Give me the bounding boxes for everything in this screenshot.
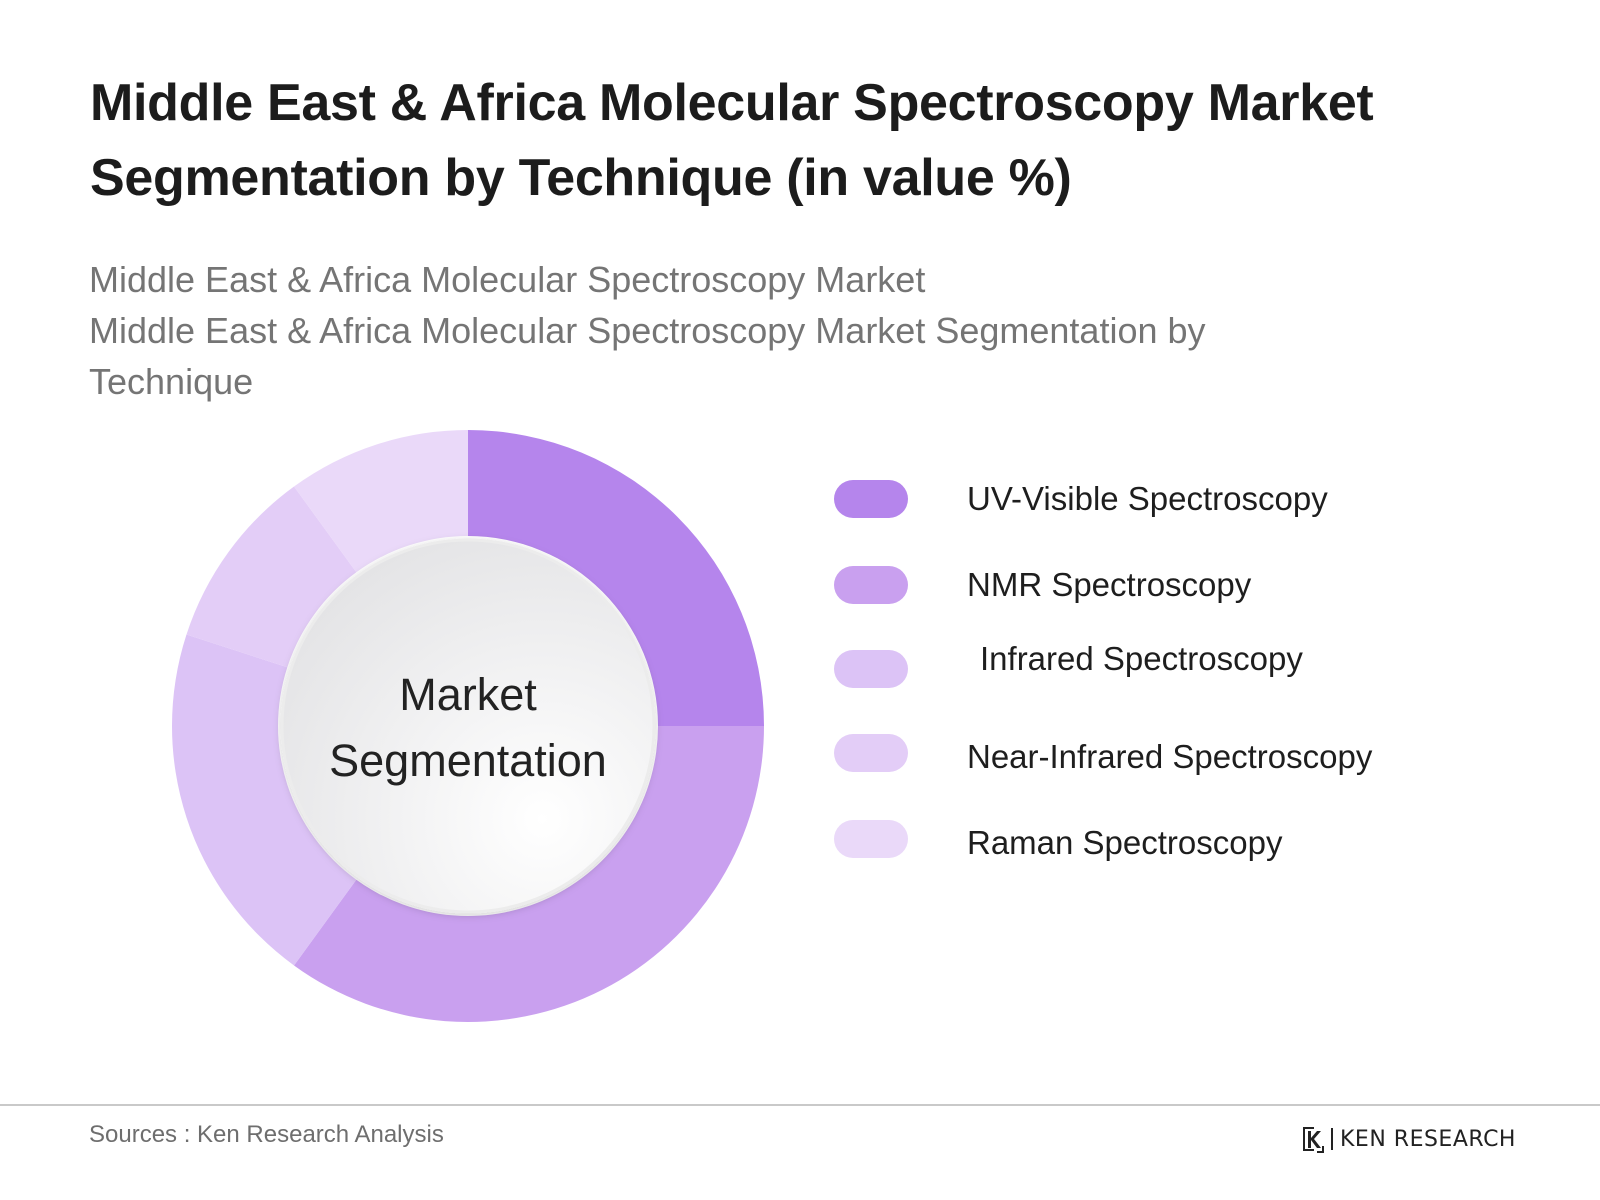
source-note: Sources : Ken Research Analysis (89, 1121, 444, 1148)
legend-item: Near-Infrared Spectroscopy (834, 734, 1534, 776)
legend-label: Infrared Spectroscopy (980, 640, 1303, 677)
donut-chart (172, 430, 764, 1022)
legend-swatch (834, 734, 908, 772)
legend-label: UV-Visible Spectroscopy (967, 480, 1328, 517)
brand-name: KEN RESEARCH (1340, 1126, 1516, 1152)
donut-slice (186, 486, 357, 668)
legend-label: NMR Spectroscopy (967, 566, 1252, 603)
donut-slice (468, 430, 764, 726)
legend-item: NMR Spectroscopy (834, 564, 1534, 604)
donut-slice (294, 430, 468, 573)
donut-center-label: Market Segmentation (298, 662, 638, 794)
subtitle-line: Middle East & Africa Molecular Spectrosc… (89, 259, 926, 300)
footer-divider (0, 1104, 1600, 1106)
brand-separator (1331, 1128, 1333, 1150)
legend-swatch (834, 820, 908, 858)
legend-item: UV-Visible Spectroscopy (834, 478, 1534, 518)
subtitle-line: Technique (89, 361, 254, 402)
legend-swatch (834, 480, 908, 518)
legend-swatch (834, 566, 908, 604)
brand-logo: KEN RESEARCH (1300, 1123, 1516, 1155)
legend-item: Raman Spectroscopy (834, 820, 1534, 862)
ken-research-logo-icon (1303, 1127, 1324, 1153)
chart-title: Middle East & Africa Molecular Spectrosc… (90, 74, 1374, 207)
legend-swatch (834, 650, 908, 688)
donut-center-circle (280, 538, 656, 914)
chart-subtitle: Middle East & Africa Molecular Spectrosc… (89, 254, 1409, 407)
center-label-line: Market (399, 669, 537, 720)
center-label-line: Segmentation (329, 735, 607, 786)
legend-label: Raman Spectroscopy (967, 824, 1283, 861)
legend-label: Near-Infrared Spectroscopy (967, 738, 1373, 775)
donut-slice (294, 726, 764, 1022)
subtitle-line: Middle East & Africa Molecular Spectrosc… (89, 310, 1206, 351)
legend-item: Infrared Spectroscopy (834, 638, 1534, 688)
donut-slice (172, 634, 357, 966)
